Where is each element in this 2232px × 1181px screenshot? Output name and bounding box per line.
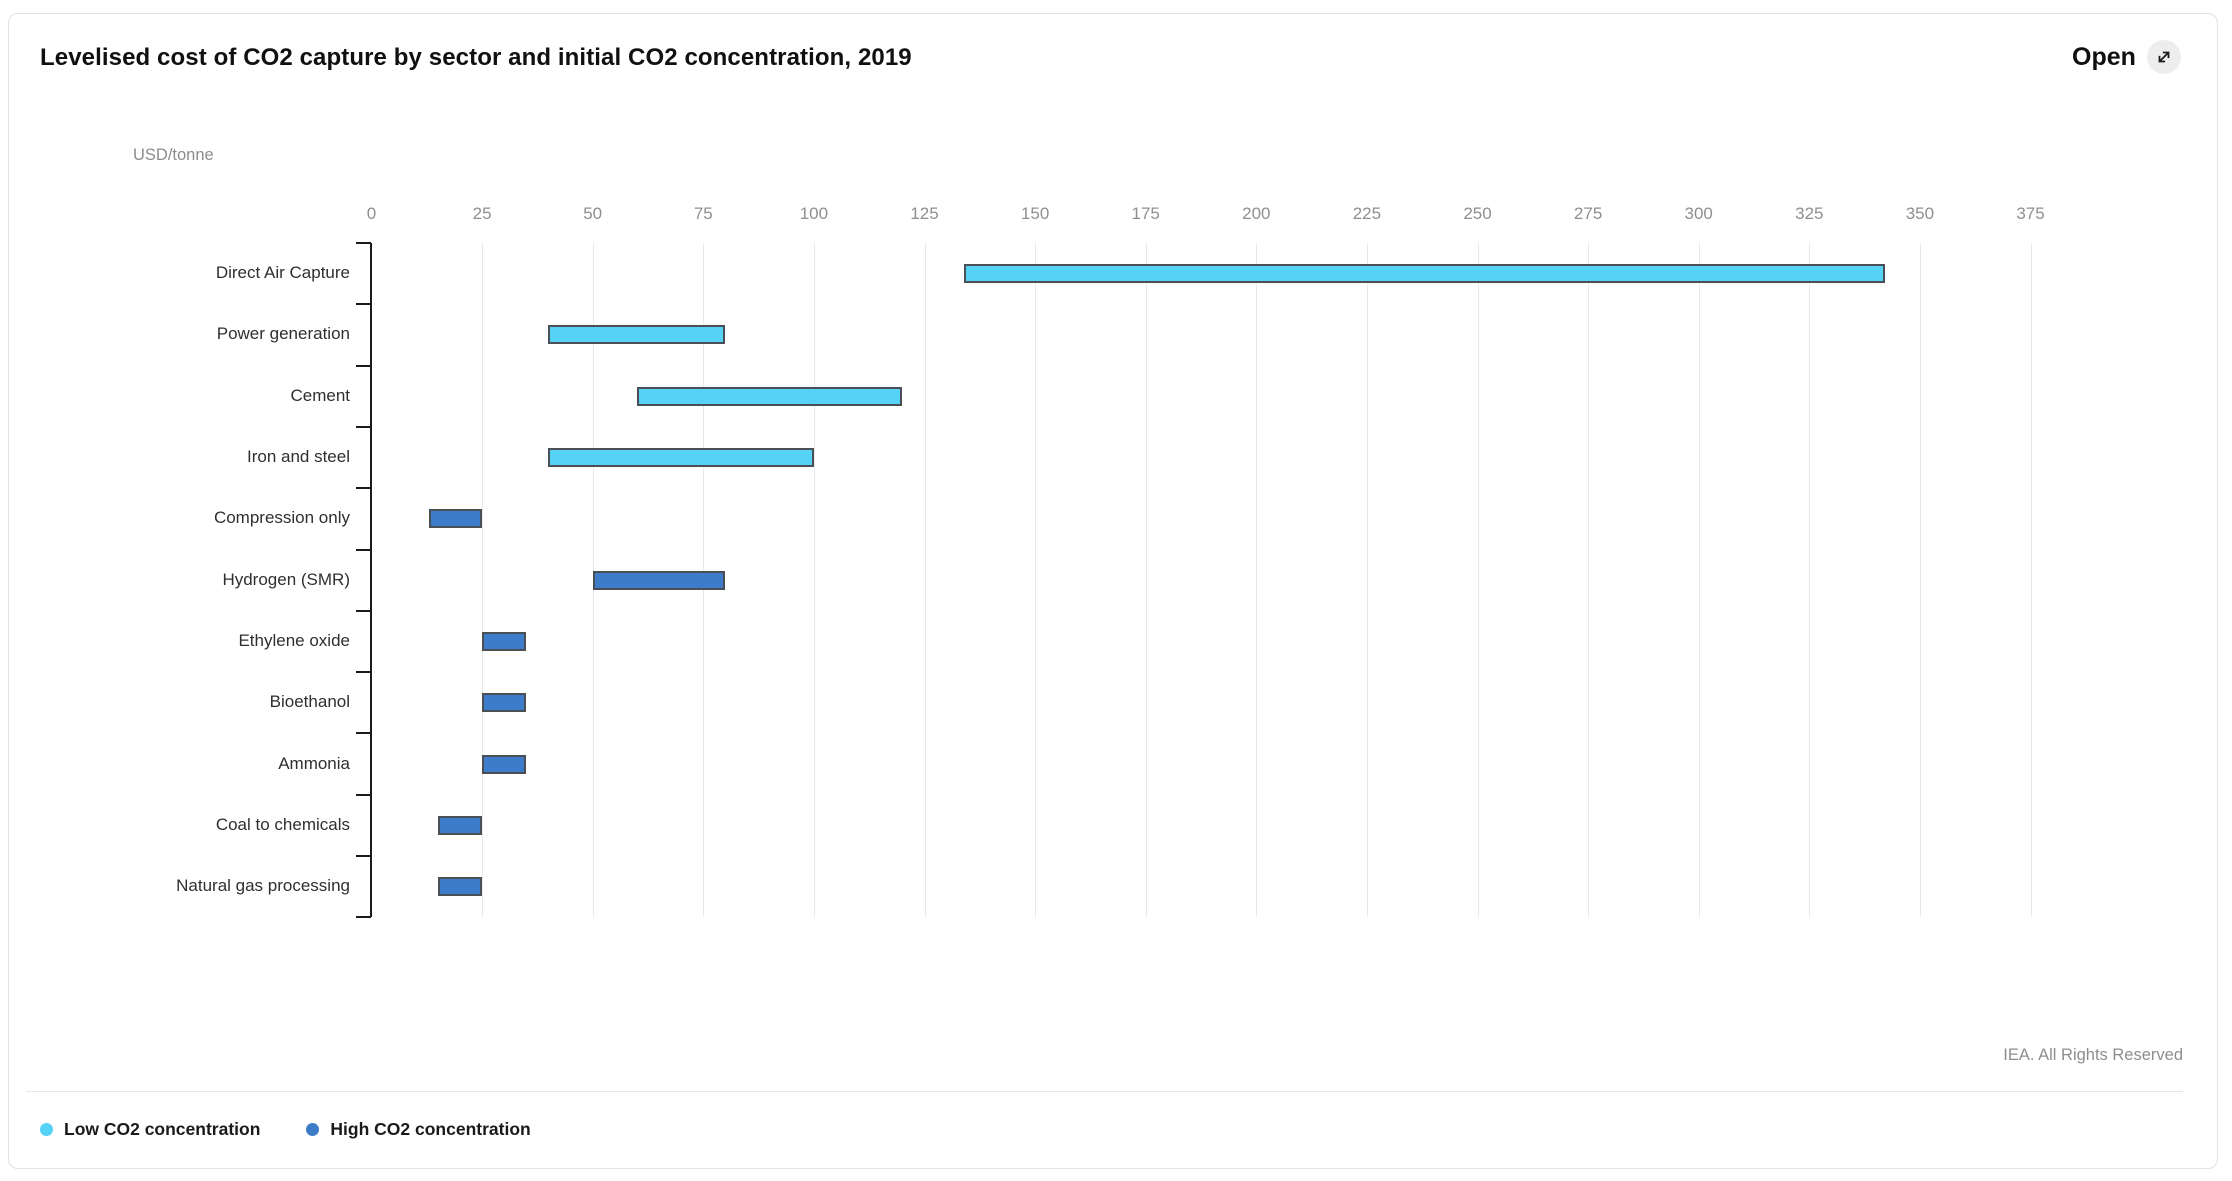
- gridline-350: [1919, 243, 1921, 918]
- bar-power-generation[interactable]: [548, 325, 726, 345]
- gridline-100: [813, 243, 815, 918]
- category-label-ammonia: Ammonia: [278, 753, 350, 773]
- category-label-hydrogen-smr: Hydrogen (SMR): [222, 569, 350, 589]
- legend: Low CO2 concentration High CO2 concentrat…: [40, 1119, 531, 1140]
- x-tick-label-150: 150: [1020, 204, 1050, 223]
- gridline-250: [1477, 243, 1479, 918]
- x-tick-label-75: 75: [693, 204, 713, 223]
- category-label-compression-only: Compression only: [213, 508, 350, 528]
- x-tick-label-375: 375: [2016, 204, 2045, 223]
- legend-divider: [26, 1091, 2183, 1092]
- y-axis-tick-7: [355, 671, 371, 674]
- y-axis-tick-11: [355, 916, 371, 919]
- bar-natural-gas-processing[interactable]: [437, 877, 483, 897]
- category-label-cement: Cement: [290, 385, 350, 405]
- x-tick-label-225: 225: [1352, 204, 1382, 223]
- legend-label-low-co2-concentration: Low CO2 concentration: [64, 1119, 261, 1139]
- y-axis-tick-8: [355, 732, 371, 735]
- category-label-coal-to-chemicals: Coal to chemicals: [215, 814, 350, 834]
- y-axis-tick-3: [355, 425, 371, 428]
- bar-bioethanol[interactable]: [482, 693, 527, 713]
- bar-cement[interactable]: [636, 386, 903, 406]
- expand-diagonal-arrow-icon[interactable]: [2146, 40, 2181, 74]
- gridline-300: [1698, 243, 1700, 918]
- gridline-175: [1145, 243, 1147, 918]
- x-tick-label-350: 350: [1905, 204, 1935, 223]
- open-button[interactable]: Open: [2072, 40, 2181, 74]
- x-tick-label-25: 25: [472, 204, 492, 223]
- y-axis-tick-2: [355, 364, 371, 367]
- y-axis-tick-1: [355, 303, 371, 306]
- y-axis-tick-10: [355, 855, 371, 857]
- gridline-225: [1366, 243, 1368, 918]
- gridline-375: [2030, 243, 2032, 918]
- gridline-275: [1588, 243, 1590, 918]
- legend-label-high-co2-concentration: High CO2 concentration: [330, 1119, 531, 1139]
- category-label-iron-and-steel: Iron and steel: [246, 447, 350, 467]
- bar-ethylene-oxide[interactable]: [482, 631, 527, 651]
- x-tick-label-325: 325: [1795, 204, 1824, 223]
- x-tick-label-0: 0: [366, 204, 377, 223]
- gridline-125: [924, 243, 926, 918]
- category-label-direct-air-capture: Direct Air Capture: [215, 263, 350, 283]
- gridline-325: [1809, 243, 1811, 918]
- y-axis-tick-6: [355, 609, 371, 612]
- category-label-natural-gas-processing: Natural gas processing: [176, 876, 350, 896]
- x-tick-label-175: 175: [1131, 204, 1160, 223]
- category-label-ethylene-oxide: Ethylene oxide: [238, 630, 350, 650]
- bar-direct-air-capture[interactable]: [964, 264, 1885, 284]
- bar-compression-only[interactable]: [429, 509, 483, 529]
- gridline-200: [1256, 243, 1258, 918]
- y-axis-tick-4: [355, 487, 371, 490]
- legend-dot-high-co2-concentration: [306, 1123, 320, 1136]
- chart-card: [8, 13, 2218, 1169]
- bar-ammonia[interactable]: [482, 754, 527, 774]
- copyright-text: IEA. All Rights Reserved: [2003, 1046, 2183, 1064]
- legend-item-high-co2-concentration[interactable]: High CO2 concentration: [306, 1119, 531, 1140]
- y-axis-tick-9: [355, 793, 371, 796]
- x-tick-label-125: 125: [910, 204, 939, 223]
- x-tick-label-275: 275: [1573, 204, 1603, 223]
- legend-item-low-co2-concentration[interactable]: Low CO2 concentration: [40, 1119, 260, 1140]
- legend-dot-low-co2-concentration: [40, 1123, 53, 1136]
- bar-iron-and-steel[interactable]: [548, 448, 814, 468]
- bar-hydrogen-smr[interactable]: [592, 570, 726, 590]
- category-label-power-generation: Power generation: [216, 324, 350, 344]
- y-axis-line: [370, 243, 372, 918]
- gridline-25: [482, 243, 484, 918]
- y-axis-tick-5: [355, 548, 371, 551]
- x-tick-label-100: 100: [799, 204, 829, 223]
- x-tick-label-300: 300: [1684, 204, 1713, 223]
- y-axis-tick-0: [355, 242, 371, 244]
- x-tick-label-50: 50: [583, 204, 603, 223]
- bar-coal-to-chemicals[interactable]: [437, 815, 483, 835]
- chart-title: Levelised cost of CO2 capture by sector …: [40, 44, 912, 71]
- category-label-bioethanol: Bioethanol: [269, 692, 350, 712]
- gridline-150: [1035, 243, 1037, 918]
- open-button-label: Open: [2072, 42, 2136, 71]
- axis-unit-label: USD/tonne: [133, 146, 214, 164]
- x-tick-label-200: 200: [1242, 204, 1271, 223]
- x-tick-label-250: 250: [1463, 204, 1492, 223]
